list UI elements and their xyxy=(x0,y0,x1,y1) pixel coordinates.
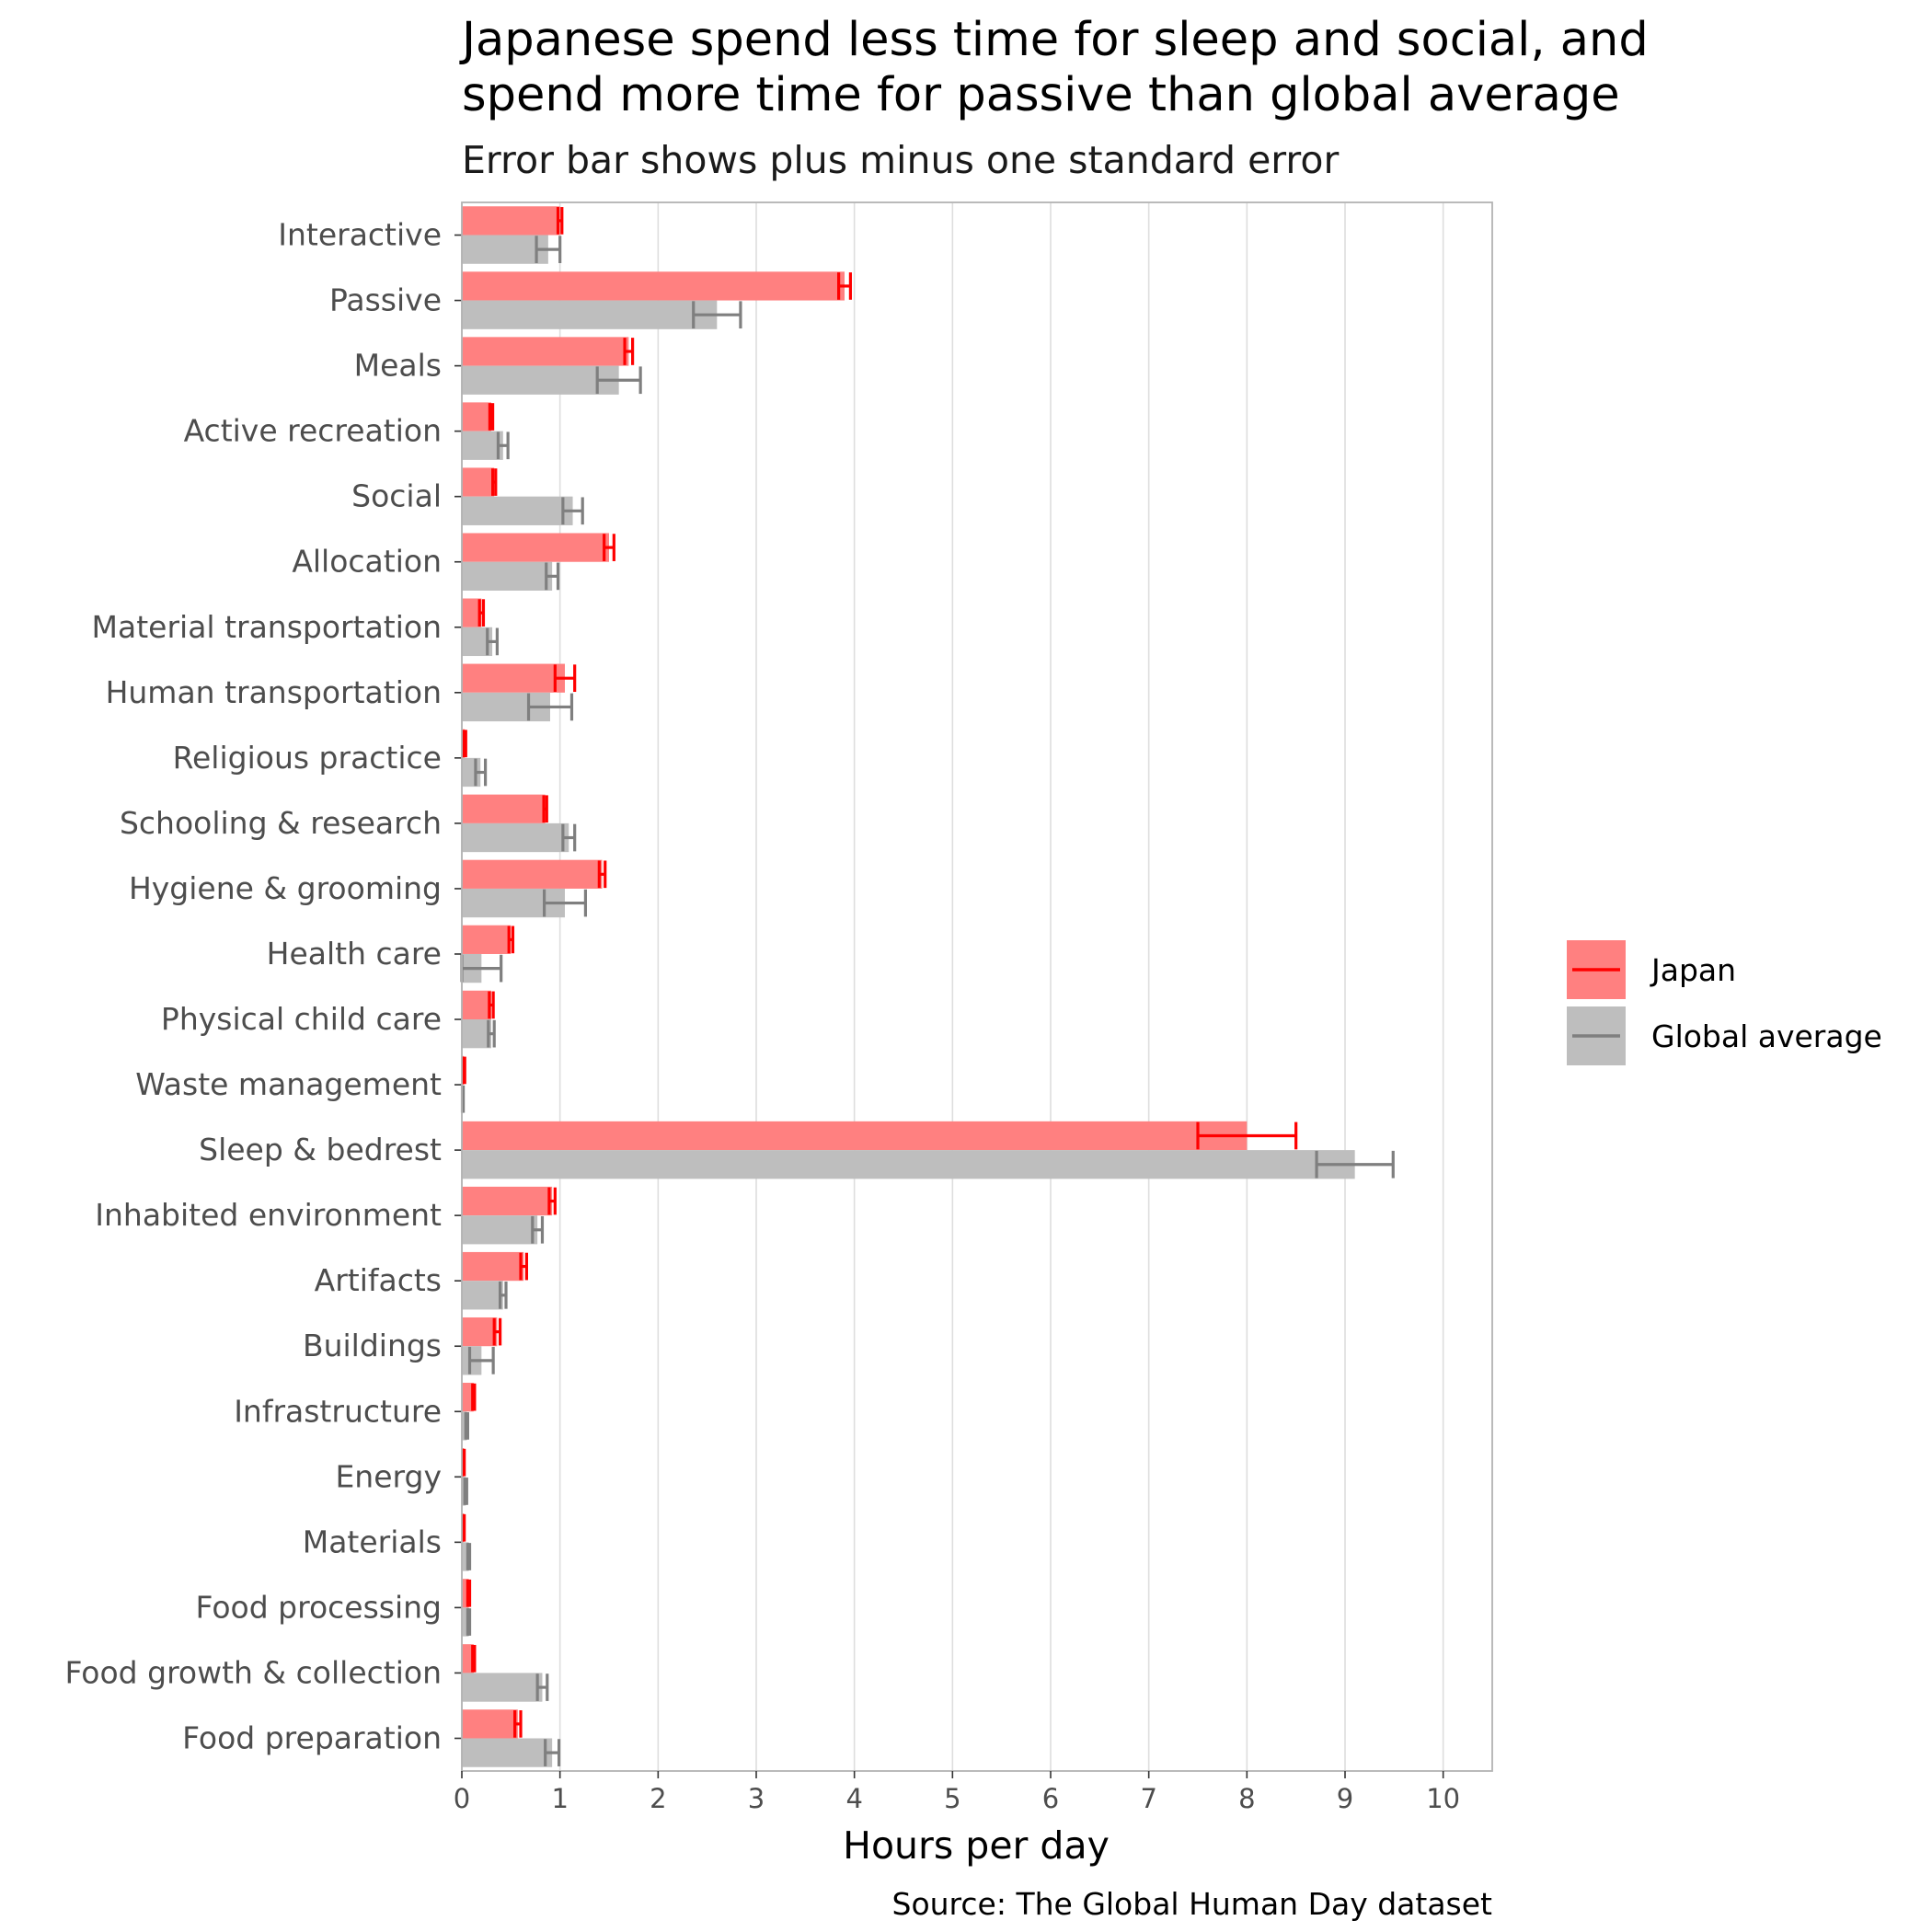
plot-border xyxy=(461,201,1493,1772)
bar-japan xyxy=(462,467,495,497)
category-label: Meals xyxy=(354,348,442,384)
legend: Japan Global average xyxy=(1567,940,1882,1065)
category-label: Food growth & collection xyxy=(65,1654,443,1690)
category-label: Buildings xyxy=(303,1328,442,1363)
category-label: Active recreation xyxy=(184,413,442,449)
category-label: Waste management xyxy=(135,1066,442,1102)
bar-global-average xyxy=(462,431,503,460)
bar-global-average xyxy=(462,1019,491,1049)
bar-japan xyxy=(462,533,609,562)
x-tick-label: 8 xyxy=(1238,1783,1255,1814)
bar-japan xyxy=(462,1186,553,1216)
bar-japan xyxy=(462,1644,474,1673)
legend-label-japan: Japan xyxy=(1650,952,1736,988)
bar-japan xyxy=(462,990,491,1020)
bar-global-average xyxy=(462,496,573,525)
bar-japan xyxy=(462,1383,474,1412)
bar-japan xyxy=(462,337,629,366)
category-label: Energy xyxy=(335,1458,442,1494)
category-label: Passive xyxy=(329,282,442,318)
category-label: Food processing xyxy=(196,1589,442,1625)
bar-global-average xyxy=(462,1542,469,1571)
category-label: Physical child care xyxy=(161,1001,442,1037)
category-label: Allocation xyxy=(292,544,442,580)
category-label: Artifacts xyxy=(315,1262,442,1298)
bar-global-average xyxy=(462,1607,469,1637)
chart-subtitle: Error bar shows plus minus one standard … xyxy=(462,138,1339,182)
bar-japan xyxy=(462,271,845,301)
bar-japan xyxy=(462,206,560,236)
bar-japan xyxy=(462,1579,469,1608)
bar-japan xyxy=(462,663,565,693)
bar-global-average xyxy=(462,1738,553,1767)
bar-global-average xyxy=(462,1673,543,1702)
category-label: Materials xyxy=(303,1524,442,1559)
chart-title-line-2: spend more time for passive than global … xyxy=(462,68,1620,122)
category-label: Sleep & bedrest xyxy=(199,1132,442,1167)
x-tick-label: 3 xyxy=(748,1783,765,1814)
category-label: Interactive xyxy=(278,217,442,253)
chart-title-line-1: Japanese spend less time for sleep and s… xyxy=(459,13,1649,67)
bar-japan xyxy=(462,402,491,431)
bar-global-average xyxy=(462,235,548,264)
bar-japan xyxy=(462,1317,498,1347)
chart-caption: Source: The Global Human Day dataset xyxy=(892,1886,1493,1922)
bar-global-average xyxy=(462,1215,538,1245)
x-tick-label: 1 xyxy=(551,1783,568,1814)
bar-japan xyxy=(462,859,603,889)
category-label: Inhabited environment xyxy=(95,1197,442,1233)
category-label: Social xyxy=(351,478,442,514)
x-tick-label: 2 xyxy=(650,1783,666,1814)
category-label: Food preparation xyxy=(182,1719,442,1755)
x-tick-label: 10 xyxy=(1426,1783,1460,1814)
x-tick-label: 5 xyxy=(944,1783,960,1814)
bar-global-average xyxy=(462,561,553,591)
category-label: Hygiene & grooming xyxy=(129,870,442,906)
category-label: Human transportation xyxy=(106,674,442,710)
plot-background xyxy=(462,202,1492,1771)
x-tick-label: 4 xyxy=(845,1783,862,1814)
bar-japan xyxy=(462,598,482,627)
category-label: Material transportation xyxy=(92,609,442,645)
category-label: Infrastructure xyxy=(234,1393,442,1429)
category-label: Schooling & research xyxy=(120,805,442,841)
x-tick-label: 9 xyxy=(1337,1783,1353,1814)
bar-japan xyxy=(462,925,512,954)
x-tick-label: 0 xyxy=(454,1783,470,1814)
category-label: Health care xyxy=(267,936,442,972)
x-tick-label: 6 xyxy=(1042,1783,1059,1814)
bar-japan xyxy=(462,1121,1248,1151)
bar-global-average xyxy=(462,1281,503,1310)
category-label: Religious practice xyxy=(173,740,442,776)
bar-japan xyxy=(462,794,546,823)
bar-global-average xyxy=(462,1150,1355,1179)
bar-global-average xyxy=(462,300,718,329)
bar-global-average xyxy=(462,365,619,395)
bar-japan xyxy=(462,1251,524,1282)
plot-area: Interactive Passive Meals Active recreation… xyxy=(65,201,1493,1814)
x-axis-title: Hours per day xyxy=(843,1823,1110,1868)
x-tick-label: 7 xyxy=(1140,1783,1156,1814)
legend-label-global-average: Global average xyxy=(1651,1018,1882,1054)
bar-global-average xyxy=(462,822,569,853)
bar-japan xyxy=(462,1709,518,1739)
